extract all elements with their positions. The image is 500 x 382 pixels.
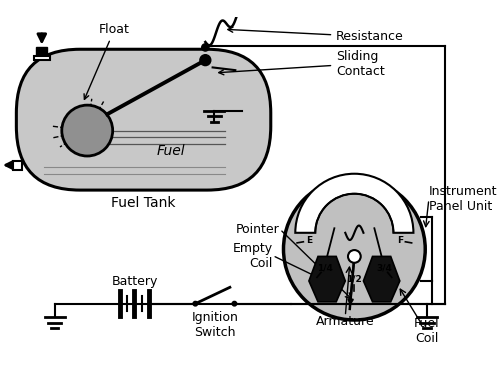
Circle shape	[232, 301, 236, 306]
Text: F: F	[397, 236, 403, 245]
Text: Resistance: Resistance	[228, 27, 404, 43]
Text: Fuel: Fuel	[156, 144, 185, 158]
Text: 1/4: 1/4	[316, 264, 332, 273]
Text: Empty
Coil: Empty Coil	[232, 241, 272, 270]
Bar	[36, 47, 47, 58]
FancyBboxPatch shape	[16, 49, 271, 190]
Text: Sliding
Contact: Sliding Contact	[219, 50, 385, 78]
Polygon shape	[364, 256, 400, 302]
Polygon shape	[309, 256, 346, 302]
Text: Fuel Tank: Fuel Tank	[112, 196, 176, 210]
Text: Float: Float	[84, 23, 130, 99]
Circle shape	[193, 301, 198, 306]
Text: 3/4: 3/4	[376, 264, 392, 273]
Circle shape	[202, 44, 209, 51]
Text: Ignition
Switch: Ignition Switch	[192, 311, 238, 340]
Text: Armature: Armature	[316, 316, 374, 329]
Text: Instrument
Panel Unit: Instrument Panel Unit	[429, 185, 498, 213]
Bar	[12, 160, 22, 170]
Text: Battery: Battery	[112, 275, 158, 288]
Bar	[34, 56, 50, 60]
Circle shape	[348, 250, 360, 263]
Circle shape	[200, 55, 211, 66]
Text: Fuel
Coil: Fuel Coil	[414, 317, 440, 345]
Circle shape	[284, 178, 425, 320]
Circle shape	[62, 105, 112, 156]
Wedge shape	[296, 174, 414, 233]
Text: 1/2: 1/2	[346, 275, 362, 284]
Text: Pointer: Pointer	[236, 223, 280, 236]
Text: E: E	[306, 236, 312, 245]
